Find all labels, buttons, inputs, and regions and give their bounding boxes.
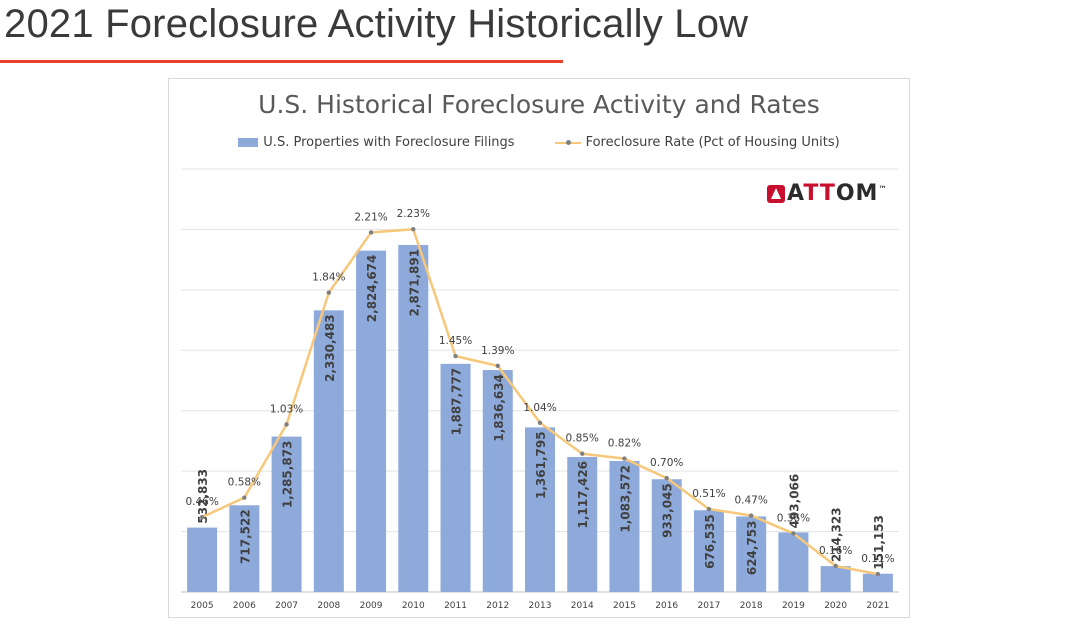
rate-value-label: 0.36% xyxy=(777,512,810,524)
rate-point xyxy=(242,495,247,500)
rate-point xyxy=(284,422,289,427)
chart-container: U.S. Historical Foreclosure Activity and… xyxy=(168,78,910,618)
legend-label-filings: U.S. Properties with Foreclosure Filings xyxy=(263,135,515,150)
bar-value-label: 151,153 xyxy=(872,515,886,570)
rate-value-label: 0.46% xyxy=(185,496,218,508)
bar xyxy=(567,456,598,592)
bar-value-label: 933,045 xyxy=(661,483,675,538)
rate-point xyxy=(368,230,374,235)
x-tick-label: 2017 xyxy=(697,601,720,611)
bar-value-label: 1,887,777 xyxy=(450,368,464,436)
rate-point xyxy=(537,420,543,425)
bar xyxy=(651,479,682,592)
bar xyxy=(482,370,513,592)
rate-value-label: 1.45% xyxy=(439,335,472,347)
x-tick-label: 2011 xyxy=(444,601,467,611)
rate-value-label: 0.82% xyxy=(608,438,641,450)
x-tick-label: 2006 xyxy=(233,601,256,611)
legend-item-filings: U.S. Properties with Foreclosure Filings xyxy=(238,135,515,150)
x-tick-label: 2009 xyxy=(360,601,383,611)
rate-value-label: 1.03% xyxy=(270,403,303,415)
chart-legend: U.S. Properties with Foreclosure Filings… xyxy=(169,135,909,150)
rate-point xyxy=(580,451,585,456)
rate-point xyxy=(664,475,669,481)
bar xyxy=(693,510,724,592)
x-tick-label: 2014 xyxy=(571,601,594,611)
x-tick-label: 2020 xyxy=(824,601,847,611)
rate-value-label: 1.84% xyxy=(312,272,345,284)
x-tick-label: 2016 xyxy=(655,601,678,611)
chart-plot: 532,833 717,522 1,285,873 2,330,483 2,824,67… xyxy=(181,168,899,611)
rate-point xyxy=(495,363,500,369)
attom-logo-text: ATTOM™ xyxy=(787,181,888,206)
bar xyxy=(440,363,471,592)
x-tick-label: 2005 xyxy=(191,601,214,611)
rate-value-label: 0.58% xyxy=(228,477,261,489)
bar xyxy=(525,427,555,592)
bar-value-label: 214,323 xyxy=(830,507,844,562)
x-tick-label: 2010 xyxy=(402,601,425,611)
bar-value-label: 2,330,483 xyxy=(323,314,337,382)
rate-point xyxy=(453,353,458,359)
bar-value-label: 1,083,572 xyxy=(618,465,632,533)
rate-value-label: 2.21% xyxy=(354,211,387,223)
attom-logo-icon xyxy=(767,184,785,203)
bar-value-label: 624,753 xyxy=(745,520,759,575)
bar-value-label: 2,871,891 xyxy=(407,249,421,317)
x-tick-label: 2013 xyxy=(529,601,552,611)
title-underline xyxy=(0,60,563,63)
bar xyxy=(313,310,344,592)
rate-point xyxy=(833,563,838,569)
bar-value-label: 1,117,426 xyxy=(576,461,590,529)
rate-value-label: 0.51% xyxy=(692,488,725,500)
legend-item-rate: Foreclosure Rate (Pct of Housing Units) xyxy=(554,135,840,150)
rate-point xyxy=(326,290,332,295)
x-tick-label: 2007 xyxy=(275,601,298,611)
x-tick-label: 2019 xyxy=(782,601,805,611)
rate-value-label: 0.11% xyxy=(861,553,894,565)
x-tick-label: 2021 xyxy=(866,601,889,611)
rate-point xyxy=(875,571,881,577)
bar xyxy=(820,566,851,592)
bar xyxy=(229,505,260,592)
attom-logo: ATTOM™ xyxy=(767,181,887,206)
x-tick-label: 2015 xyxy=(613,601,636,611)
bar xyxy=(187,527,218,592)
rate-value-label: 0.70% xyxy=(650,457,683,469)
rate-point xyxy=(622,456,627,461)
x-tick-label: 2018 xyxy=(740,601,763,611)
rate-value-label: 1.04% xyxy=(523,402,556,414)
bar-value-label: 493,066 xyxy=(787,474,801,529)
bar xyxy=(736,516,767,592)
bar-value-label: 1,285,873 xyxy=(281,441,295,509)
bar-value-label: 676,535 xyxy=(703,514,717,569)
rate-value-label: 1.39% xyxy=(481,345,514,357)
rate-value-label: 0.16% xyxy=(819,545,852,557)
rate-point xyxy=(411,226,416,232)
rate-value-label: 0.85% xyxy=(566,433,599,445)
bar xyxy=(398,244,429,593)
legend-label-rate: Foreclosure Rate (Pct of Housing Units) xyxy=(585,135,840,150)
bar-value-label: 1,361,795 xyxy=(534,431,548,499)
rate-point xyxy=(706,506,712,512)
chart-title: U.S. Historical Foreclosure Activity and… xyxy=(258,90,820,119)
bar xyxy=(862,573,893,592)
rate-point xyxy=(199,514,205,520)
x-tick-label: 2008 xyxy=(317,601,340,611)
bar xyxy=(609,461,640,592)
x-tick-label: 2012 xyxy=(486,601,509,611)
rate-value-label: 0.47% xyxy=(734,495,767,507)
bar xyxy=(356,250,387,592)
bar-value-label: 1,836,634 xyxy=(492,374,506,442)
rate-value-label: 2.23% xyxy=(397,208,430,220)
bar-value-label: 2,824,674 xyxy=(365,255,379,323)
bar-value-label: 532,833 xyxy=(196,469,210,524)
rate-point xyxy=(791,531,796,536)
rate-point xyxy=(748,513,754,518)
slide-title: 2021 Foreclosure Activity Historically L… xyxy=(4,2,749,46)
legend-line-swatch xyxy=(554,138,581,147)
bar xyxy=(271,436,302,592)
legend-bar-swatch xyxy=(238,138,259,147)
bar-value-label: 717,522 xyxy=(238,509,252,564)
